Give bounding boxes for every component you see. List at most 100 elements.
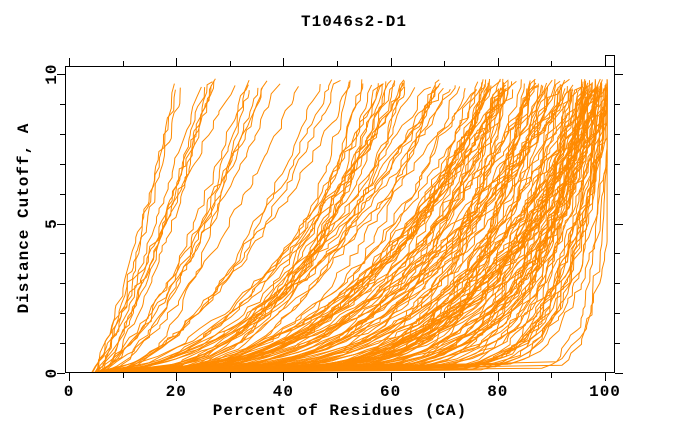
model-curve: [102, 82, 489, 372]
model-curve: [96, 86, 299, 372]
x-tick-label: 0: [64, 383, 75, 401]
model-curve: [107, 83, 384, 372]
model-curve: [108, 81, 387, 372]
model-curve: [99, 79, 405, 372]
model-curve: [94, 79, 341, 372]
model-curve: [110, 84, 373, 372]
model-curve: [120, 84, 485, 372]
model-curve: [109, 87, 466, 372]
model-curve: [97, 86, 202, 372]
model-curve: [98, 80, 395, 372]
model-curve: [107, 80, 535, 372]
chart-title: T1046s2-D1: [300, 13, 407, 31]
model-curve: [108, 82, 483, 372]
model-curve: [106, 87, 488, 372]
model-curve: [118, 86, 597, 372]
model-curve: [106, 82, 504, 372]
model-curve: [108, 78, 570, 372]
model-curve: [95, 89, 176, 372]
model-curve: [109, 86, 438, 372]
model-curve: [108, 81, 509, 372]
model-curve: [104, 87, 587, 372]
model-curve: [106, 89, 572, 372]
model-curve: [108, 78, 504, 372]
model-curve: [119, 83, 531, 372]
model-curve: [108, 79, 566, 372]
model-curve: [120, 89, 608, 372]
model-curve: [107, 85, 549, 372]
model-curve: [121, 80, 587, 372]
model-curve: [102, 83, 364, 372]
model-curve: [114, 85, 540, 372]
model-curve: [107, 80, 405, 372]
model-curve: [97, 81, 350, 372]
model-curve: [96, 87, 206, 372]
model-curve: [158, 82, 608, 372]
model-curve: [91, 80, 215, 372]
model-curve: [101, 89, 514, 372]
model-curve: [104, 84, 436, 372]
model-curve: [113, 85, 492, 372]
model-curve: [100, 85, 440, 372]
model-curve: [108, 79, 484, 372]
model-curve: [110, 84, 383, 372]
model-curve: [94, 87, 263, 372]
model-curve: [99, 87, 444, 372]
model-curve: [102, 87, 259, 372]
model-curve: [108, 84, 506, 372]
x-tick-label: 60: [380, 383, 401, 401]
model-curve: [92, 83, 175, 372]
model-curve: [134, 89, 572, 372]
model-curve: [142, 85, 589, 372]
model-curve: [102, 86, 431, 372]
x-tick-label: 20: [166, 383, 187, 401]
model-curve: [96, 80, 268, 372]
model-curve: [128, 83, 608, 372]
model-curve: [106, 88, 566, 372]
model-curve: [108, 79, 392, 372]
model-curve: [114, 84, 561, 372]
model-curve: [100, 80, 351, 372]
y-tick-label: 5: [43, 218, 61, 229]
model-curve: [119, 88, 548, 372]
model-curve: [105, 84, 538, 372]
y-tick-label: 10: [43, 63, 61, 84]
model-curve: [110, 87, 502, 372]
model-curve: [104, 81, 513, 372]
y-tick-label: 0: [43, 368, 61, 379]
model-curve: [101, 79, 363, 372]
model-curve: [115, 89, 597, 372]
model-curve: [120, 88, 573, 372]
model-curve: [96, 84, 249, 372]
axes-frame: [57, 55, 623, 381]
x-tick-label: 40: [273, 383, 294, 401]
model-curve: [113, 79, 487, 372]
model-curve: [111, 88, 598, 372]
model-curve: [100, 81, 396, 372]
model-curve: [94, 85, 236, 372]
x-tick-label: 80: [487, 383, 508, 401]
model-curve: [115, 88, 506, 372]
model-curve: [134, 89, 570, 372]
x-tick-label: 100: [589, 383, 621, 401]
model-curve: [132, 88, 528, 372]
model-curve: [115, 85, 606, 372]
tick-labels: 0 20 40 60 80 100 0 5 10: [43, 63, 621, 401]
model-curve: [115, 87, 530, 372]
model-curve: [106, 84, 321, 372]
model-curve: [125, 84, 608, 372]
model-curve: [106, 87, 592, 372]
model-curve: [94, 82, 404, 372]
model-curve: [128, 82, 602, 372]
model-curve: [120, 84, 574, 372]
model-curve: [103, 87, 597, 372]
model-curve: [118, 79, 556, 372]
model-curve: [97, 78, 216, 372]
x-axis-label: Percent of Residues (CA): [212, 402, 468, 420]
model-curve: [100, 80, 561, 372]
model-curve: [102, 80, 250, 372]
model-curves: [91, 78, 608, 372]
model-curve: [106, 83, 383, 372]
